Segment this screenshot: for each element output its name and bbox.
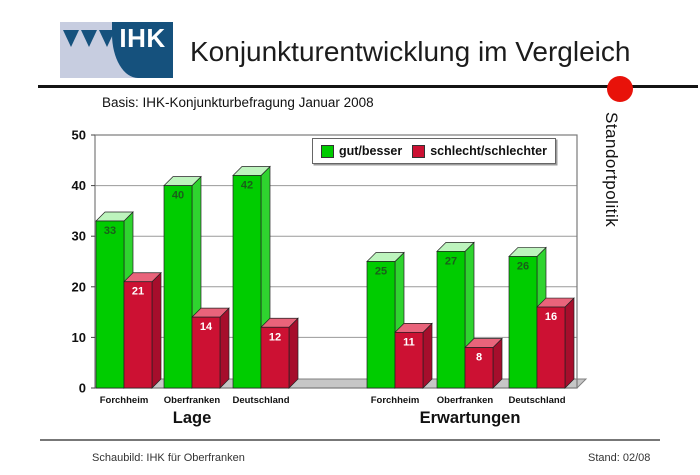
bar-value-label: 33 (104, 225, 116, 237)
bar-front (163, 185, 193, 389)
bar-front (394, 331, 424, 389)
bar-value-label: 16 (545, 311, 557, 323)
y-axis-label: 50 (72, 128, 86, 143)
bar-front (260, 326, 290, 389)
bar-value-label: 40 (172, 190, 184, 202)
footer-divider (40, 439, 660, 441)
category-label: Forchheim (100, 395, 149, 406)
chart-subtitle: Basis: IHK-Konjunkturbefragung Januar 20… (102, 95, 374, 110)
group-label: Lage (173, 409, 212, 427)
bar-value-label: 27 (445, 255, 457, 267)
legend-item: gut/besser (321, 144, 402, 158)
legend-swatch (412, 144, 426, 158)
plot-border (94, 134, 578, 389)
logo-text: IHK (119, 23, 166, 53)
header-divider (38, 85, 698, 88)
legend-label: gut/besser (339, 144, 403, 158)
y-axis-label: 10 (72, 330, 86, 345)
legend-label: schlecht/schlechter (430, 144, 547, 158)
footer-source: Schaubild: IHK für Oberfranken (92, 452, 245, 464)
page-title: Konjunkturentwicklung im Vergleich (190, 36, 631, 67)
bar-value-label: 11 (403, 336, 415, 348)
bar-front (95, 220, 125, 389)
bar-chart: 0 10 20 30 40 50 33 21 Forchheim 40 14 Oberfranken 4… (72, 128, 588, 427)
bar-front (232, 175, 262, 389)
logo-panel: IHK (112, 22, 173, 78)
chart-legend: gut/besser schlecht/schlechter (312, 138, 556, 164)
category-label: Deutschland (232, 395, 289, 406)
legend-swatch (321, 144, 334, 158)
category-label: Oberfranken (437, 395, 494, 406)
bar-front (508, 256, 538, 389)
logo-triangle-icon (63, 30, 79, 47)
side-vertical-label: Standortpolitik (602, 112, 621, 228)
bar-side (564, 297, 575, 389)
bar-value-label: 21 (132, 286, 144, 298)
y-axis-label: 30 (72, 229, 86, 244)
legend-item: schlecht/schlechter (412, 144, 547, 158)
bar-front (436, 251, 466, 389)
bar-value-label: 42 (241, 179, 253, 191)
bar-value-label: 8 (476, 352, 482, 364)
ihk-logo: IHK (60, 22, 173, 78)
bar-value-label: 26 (517, 260, 529, 272)
logo-triangle-icon (99, 30, 115, 47)
category-label: Forchheim (371, 395, 420, 406)
bar-side (288, 317, 299, 389)
logo-triangle-icon (81, 30, 97, 47)
y-axis-label: 0 (79, 381, 86, 396)
group-label: Erwartungen (420, 409, 521, 427)
bar-side (422, 322, 433, 389)
bar-front (366, 261, 396, 389)
bar-side (151, 271, 162, 389)
y-axis-label: 40 (72, 178, 86, 193)
bar-value-label: 25 (375, 266, 387, 278)
category-label: Deutschland (508, 395, 565, 406)
category-label: Oberfranken (164, 395, 221, 406)
bar-side (219, 307, 230, 389)
y-axis-label: 20 (72, 279, 86, 294)
footer-date: Stand: 02/08 (588, 452, 651, 464)
bar-front (191, 316, 221, 389)
accent-dot (607, 76, 633, 102)
bar-value-label: 12 (269, 331, 281, 343)
bar-value-label: 14 (200, 321, 213, 333)
bar-front (464, 347, 494, 389)
bar-front (123, 281, 153, 389)
bar-front (536, 306, 566, 389)
